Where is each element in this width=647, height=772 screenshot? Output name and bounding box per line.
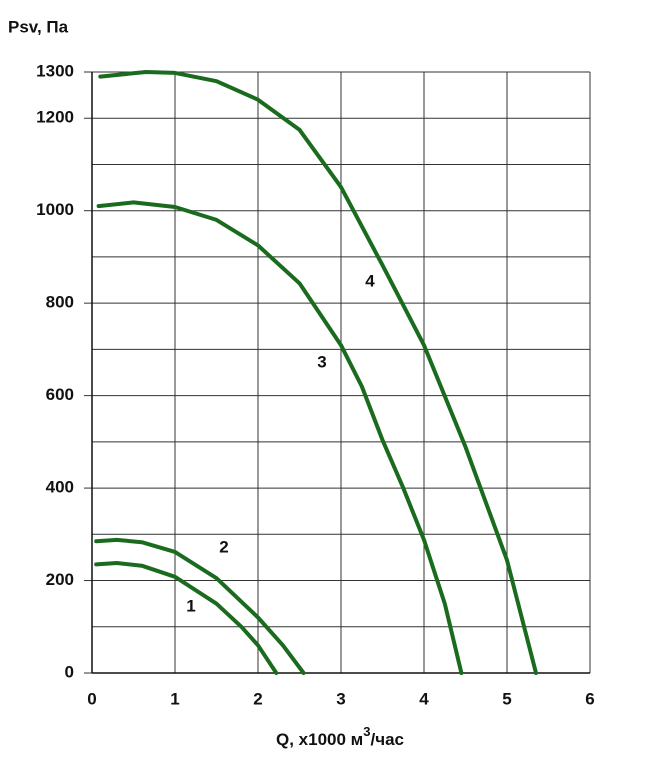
x-tick-label: 4 bbox=[419, 689, 429, 708]
curve bbox=[98, 70, 538, 675]
x-tick-label: 6 bbox=[585, 689, 594, 708]
x-tick-label: 1 bbox=[170, 689, 179, 708]
chart-title: Psv, Па bbox=[8, 17, 69, 36]
curve bbox=[94, 537, 306, 675]
y-tick-label: 200 bbox=[46, 570, 74, 589]
x-tick-label: 0 bbox=[87, 689, 96, 708]
curve-label: 2 bbox=[219, 537, 228, 556]
curve bbox=[94, 561, 279, 675]
x-label-tail: /час bbox=[370, 730, 404, 749]
curve bbox=[96, 200, 464, 675]
y-tick-label: 400 bbox=[46, 478, 74, 497]
y-tick-label: 0 bbox=[65, 662, 74, 681]
x-tick-label: 5 bbox=[502, 689, 511, 708]
curve-label: 4 bbox=[365, 271, 375, 290]
y-tick-label: 1200 bbox=[36, 108, 74, 127]
x-label-sup: 3 bbox=[363, 724, 370, 739]
x-tick-label: 2 bbox=[253, 689, 262, 708]
curve-label: 3 bbox=[317, 352, 326, 371]
curve-label: 1 bbox=[186, 596, 195, 615]
y-tick-label: 1300 bbox=[36, 61, 74, 80]
y-tick-label: 600 bbox=[46, 385, 74, 404]
x-tick-label: 3 bbox=[336, 689, 345, 708]
y-tick-label: 1000 bbox=[36, 200, 74, 219]
x-axis-label: Q, x1000 м3/час bbox=[276, 724, 404, 749]
y-tick-label: 800 bbox=[46, 293, 74, 312]
x-label-text: Q, x1000 м bbox=[276, 730, 363, 749]
